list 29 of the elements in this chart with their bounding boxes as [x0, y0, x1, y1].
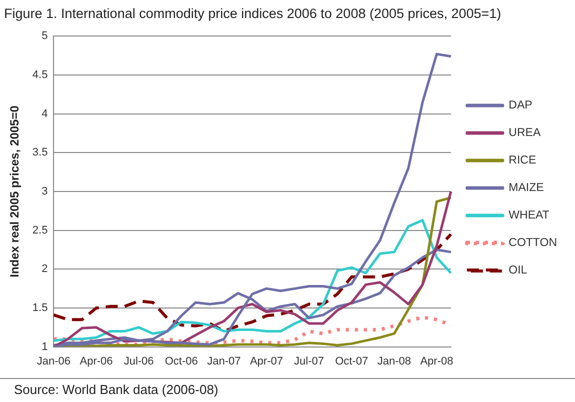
- legend-label: COTTON: [508, 237, 557, 250]
- y-tick-label: 1.5: [32, 302, 48, 314]
- x-tick-label: Apr-06: [80, 355, 113, 368]
- y-tick-label: 1: [42, 340, 48, 353]
- y-tick-label: 2.5: [32, 224, 48, 236]
- x-tick-label: Apr-07: [250, 355, 283, 368]
- source-note: Source: World Bank data (2006-08): [14, 382, 220, 397]
- legend-label: DAP: [508, 100, 533, 112]
- legend-label: WHEAT: [508, 210, 550, 222]
- x-tick-label: Jul-07: [294, 355, 324, 368]
- y-tick-label: 5: [42, 30, 48, 42]
- x-tick-label: Jul-06: [124, 355, 154, 368]
- chart-title: Figure 1. International commodity price indices 2006 to 2008 (2005 prices, 2005=1): [4, 6, 502, 21]
- x-tick-label: Jan-06: [36, 355, 71, 368]
- y-tick-label: 4.5: [32, 69, 48, 82]
- x-tick-label: Apr-08: [420, 355, 454, 368]
- x-tick-label: Jan-07: [207, 355, 241, 368]
- y-tick-label: 4: [42, 108, 48, 120]
- y-tick-label: 2: [42, 263, 48, 276]
- legend-label: RICE: [508, 154, 536, 167]
- legend-label: MAIZE: [508, 182, 544, 194]
- x-tick-label: Oct-07: [335, 355, 368, 368]
- x-tick-label: Jan-08: [377, 355, 411, 368]
- legend-label: OIL: [508, 264, 528, 277]
- y-tick-label: 3: [42, 186, 48, 198]
- y-tick-label: 3.5: [32, 146, 48, 159]
- legend-label: UREA: [508, 127, 541, 140]
- x-tick-label: Oct-06: [164, 355, 198, 368]
- y-axis-title: Index real 2005 prices, 2005=0: [8, 105, 22, 278]
